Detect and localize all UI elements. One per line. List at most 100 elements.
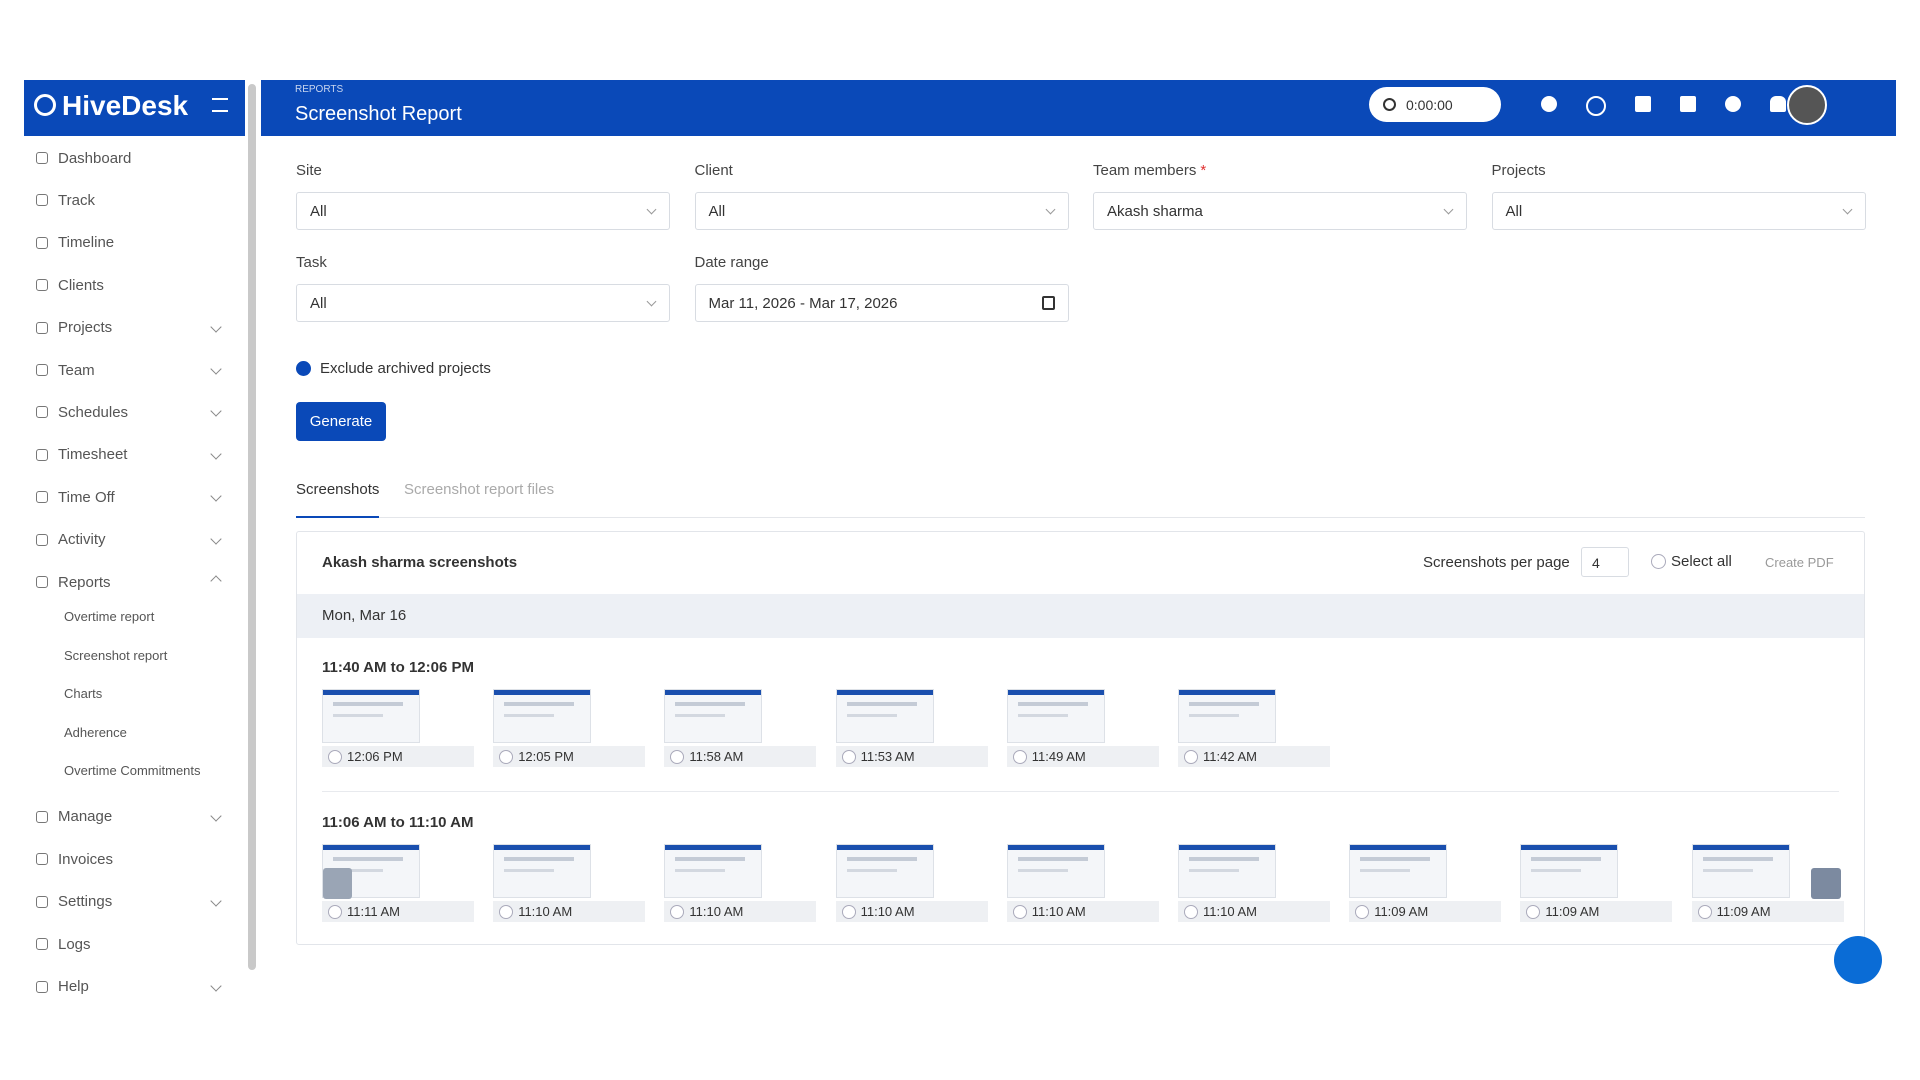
checkbox[interactable]	[1651, 554, 1666, 569]
screenshot-thumbnail[interactable]	[1006, 689, 1105, 743]
checkbox[interactable]	[1012, 904, 1027, 919]
checkbox[interactable]	[670, 904, 685, 919]
avatar[interactable]	[1787, 85, 1827, 125]
screenshot-thumbnail[interactable]	[1520, 844, 1619, 898]
thumb-content	[1017, 702, 1088, 706]
screenshot-thumbnail[interactable]	[493, 689, 592, 743]
per-page-select[interactable]: 4	[1581, 547, 1629, 577]
gift-icon[interactable]	[1680, 96, 1696, 112]
filter-input[interactable]: All	[296, 284, 670, 322]
checkbox[interactable]	[1184, 749, 1198, 764]
checkbox[interactable]	[499, 749, 514, 764]
screenshot-thumbnail[interactable]	[835, 689, 934, 743]
select-all[interactable]: Select all	[1651, 553, 1732, 570]
nav-item[interactable]: Schedules	[36, 401, 226, 423]
thumb-header	[836, 690, 933, 695]
screenshot-time: 11:11 AM	[347, 904, 400, 919]
notifications-icon[interactable]	[1770, 96, 1786, 112]
screenshot-thumbnail[interactable]	[664, 844, 763, 898]
chevron	[210, 448, 222, 460]
nav-label: Timeline	[58, 234, 115, 252]
exclude-archived[interactable]: Exclude archived projects	[296, 360, 491, 377]
nav-subitem[interactable]: Overtime Commitments	[64, 763, 201, 779]
nav-item[interactable]: Help	[36, 976, 226, 998]
screenshot-thumbnail[interactable]	[1178, 844, 1276, 898]
nav-icon	[36, 980, 48, 993]
search-icon[interactable]	[1586, 96, 1606, 116]
nav-item[interactable]: Logs	[36, 933, 226, 955]
nav-item[interactable]: Manage	[36, 806, 226, 828]
thumb-content	[1360, 869, 1411, 872]
download-icon[interactable]	[1635, 96, 1651, 112]
filter-input[interactable]: Akash sharma	[1093, 192, 1467, 230]
thumb-content	[846, 702, 917, 706]
screenshot-caption: 11:58 AM	[664, 746, 817, 767]
nav-item[interactable]: Reports	[36, 571, 226, 593]
screenshot-thumbnail[interactable]	[1006, 844, 1105, 898]
nav-item[interactable]: Dashboard	[36, 147, 226, 169]
screenshot-thumbnail[interactable]	[493, 844, 592, 898]
date: Mon, Mar 16	[322, 607, 407, 624]
checkbox[interactable]	[1355, 904, 1370, 919]
generate-button[interactable]: Generate	[296, 402, 386, 441]
filter-label: Site	[296, 162, 322, 179]
nav-label: Time Off	[58, 488, 115, 506]
checkbox[interactable]	[1012, 749, 1027, 764]
nav-subitem[interactable]: Charts	[64, 686, 103, 702]
add-icon[interactable]	[1541, 96, 1557, 112]
nav-item[interactable]: Settings	[36, 891, 226, 913]
checkbox[interactable]	[328, 749, 342, 764]
checkbox-checked[interactable]	[296, 361, 311, 376]
nav-item[interactable]: Team	[36, 359, 226, 381]
filter-input[interactable]: Mar 11, 2026 - Mar 17, 2026	[694, 284, 1069, 322]
screenshot-thumbnail[interactable]	[322, 689, 420, 743]
nav-item[interactable]: Clients	[36, 274, 226, 296]
checkbox[interactable]	[328, 904, 342, 919]
menu-toggle[interactable]	[212, 98, 228, 112]
timer[interactable]: 0:00:00	[1369, 87, 1501, 122]
nav-item[interactable]: Time Off	[36, 486, 226, 508]
chevron	[210, 575, 222, 587]
screenshot-thumbnail[interactable]	[1691, 844, 1790, 898]
filter-input[interactable]: All	[296, 192, 670, 230]
checkbox[interactable]	[841, 904, 856, 919]
nav-subitem[interactable]: Overtime report	[64, 609, 155, 625]
chevron	[210, 979, 222, 992]
tab-active[interactable]: Screenshots	[296, 481, 380, 518]
screenshot-thumbnail[interactable]	[835, 844, 934, 898]
nav-item[interactable]: Track	[36, 189, 226, 211]
nav-label: Track	[58, 191, 95, 209]
filter-label: Client	[694, 162, 733, 179]
next-arrow[interactable]	[1811, 868, 1841, 899]
checkbox[interactable]	[1697, 904, 1712, 919]
prev-arrow[interactable]	[323, 868, 352, 899]
checkbox[interactable]	[670, 749, 685, 764]
nav-item[interactable]: Timeline	[36, 232, 226, 254]
checkbox[interactable]	[841, 749, 856, 764]
filter-input[interactable]: All	[1491, 192, 1866, 230]
checkbox[interactable]	[1184, 904, 1198, 919]
thumb-content	[675, 714, 726, 717]
nav-subitem[interactable]: Adherence	[64, 724, 127, 740]
nav-item[interactable]: Activity	[36, 529, 226, 551]
chat-button[interactable]	[1834, 936, 1882, 984]
tab[interactable]: Screenshot report files	[404, 481, 555, 498]
filter-input[interactable]: All	[694, 192, 1069, 230]
nav-icon	[36, 194, 48, 207]
dropdown-caret	[646, 204, 657, 215]
create-pdf[interactable]: Create PDF	[1765, 555, 1834, 570]
thumb-content	[846, 869, 897, 872]
nav-label: Settings	[58, 893, 113, 911]
thumb-content	[1189, 714, 1239, 717]
nav-item[interactable]: Projects	[36, 317, 226, 339]
checkbox[interactable]	[499, 904, 514, 919]
settings-icon[interactable]	[1725, 96, 1741, 112]
thumb-content	[504, 857, 575, 861]
nav-item[interactable]: Invoices	[36, 848, 226, 870]
nav-subitem[interactable]: Screenshot report	[64, 647, 168, 663]
screenshot-thumbnail[interactable]	[664, 689, 763, 743]
checkbox[interactable]	[1526, 904, 1541, 919]
screenshot-thumbnail[interactable]	[1349, 844, 1448, 898]
nav-item[interactable]: Timesheet	[36, 444, 226, 466]
screenshot-thumbnail[interactable]	[1178, 689, 1276, 743]
